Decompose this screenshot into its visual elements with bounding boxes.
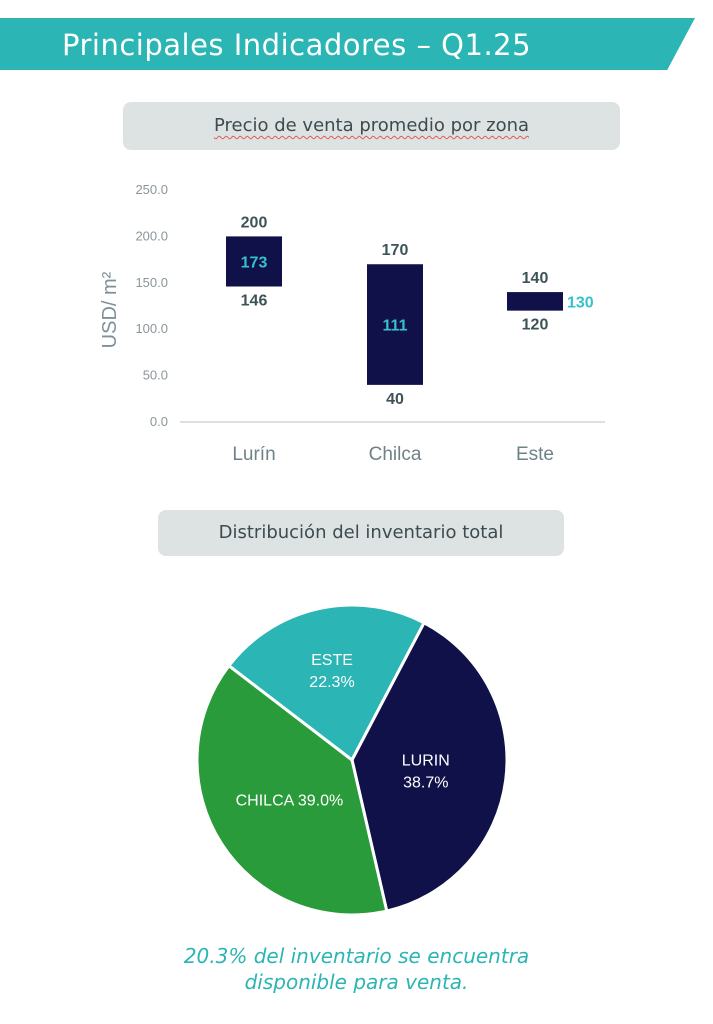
category-label: Chilca [369, 444, 422, 465]
pie-slice-value: 22.3% [309, 674, 354, 691]
range-bar [226, 236, 282, 287]
pie-slice-label: LURIN [402, 753, 450, 770]
y-tick-label: 150.0 [135, 275, 168, 290]
pie-slice [226, 603, 427, 763]
max-label: 200 [241, 214, 268, 231]
y-tick-label: 0.0 [150, 414, 168, 429]
pie-chart-title: Distribución del inventario total [218, 522, 504, 543]
footnote-line-2: disponible para venta. [244, 970, 469, 994]
max-label: 140 [522, 270, 549, 287]
page-title: Principales Indicadores – Q1.25 [62, 28, 532, 62]
y-tick-label: 200.0 [135, 228, 168, 243]
min-label: 120 [522, 317, 549, 334]
avg-label: 111 [383, 318, 408, 335]
category-label: Este [516, 444, 554, 465]
min-label: 40 [386, 391, 404, 408]
bar-chart-title: Precio de venta promedio por zona [213, 115, 530, 136]
header-banner [0, 18, 695, 70]
bar-chart-title-pill: Precio de venta promedio por zona [123, 102, 620, 150]
y-tick-label: 100.0 [135, 321, 168, 336]
y-axis-label: USD/ m² [99, 271, 121, 348]
range-bar [367, 264, 423, 385]
pie-chart-title-pill: Distribución del inventario total [158, 510, 564, 556]
max-label: 170 [382, 242, 409, 259]
pie-slice-label: CHILCA 39.0% [236, 792, 344, 809]
min-label: 146 [241, 293, 268, 310]
pie-slice [195, 663, 389, 917]
y-tick-label: 50.0 [143, 368, 168, 383]
avg-label: 130 [567, 294, 594, 311]
footnote-line-1: 20.3% del inventario se encuentra [183, 944, 530, 968]
y-tick-label: 250.0 [135, 182, 168, 197]
pie-slice-value: 38.7% [403, 775, 448, 792]
price-range-chart: 0.0 50.0 100.0 150.0 200.0 250.0 USD/ m² 200 146… [99, 182, 605, 465]
pie-slice-label: ESTE [311, 652, 353, 669]
category-label: Lurín [232, 444, 275, 465]
pie-slice [350, 620, 509, 913]
avg-label: 173 [241, 254, 268, 271]
inventory-pie-chart: ESTE 22.3% LURIN 38.7% CHILCA 39.0% [195, 603, 509, 917]
range-bar [507, 292, 563, 311]
